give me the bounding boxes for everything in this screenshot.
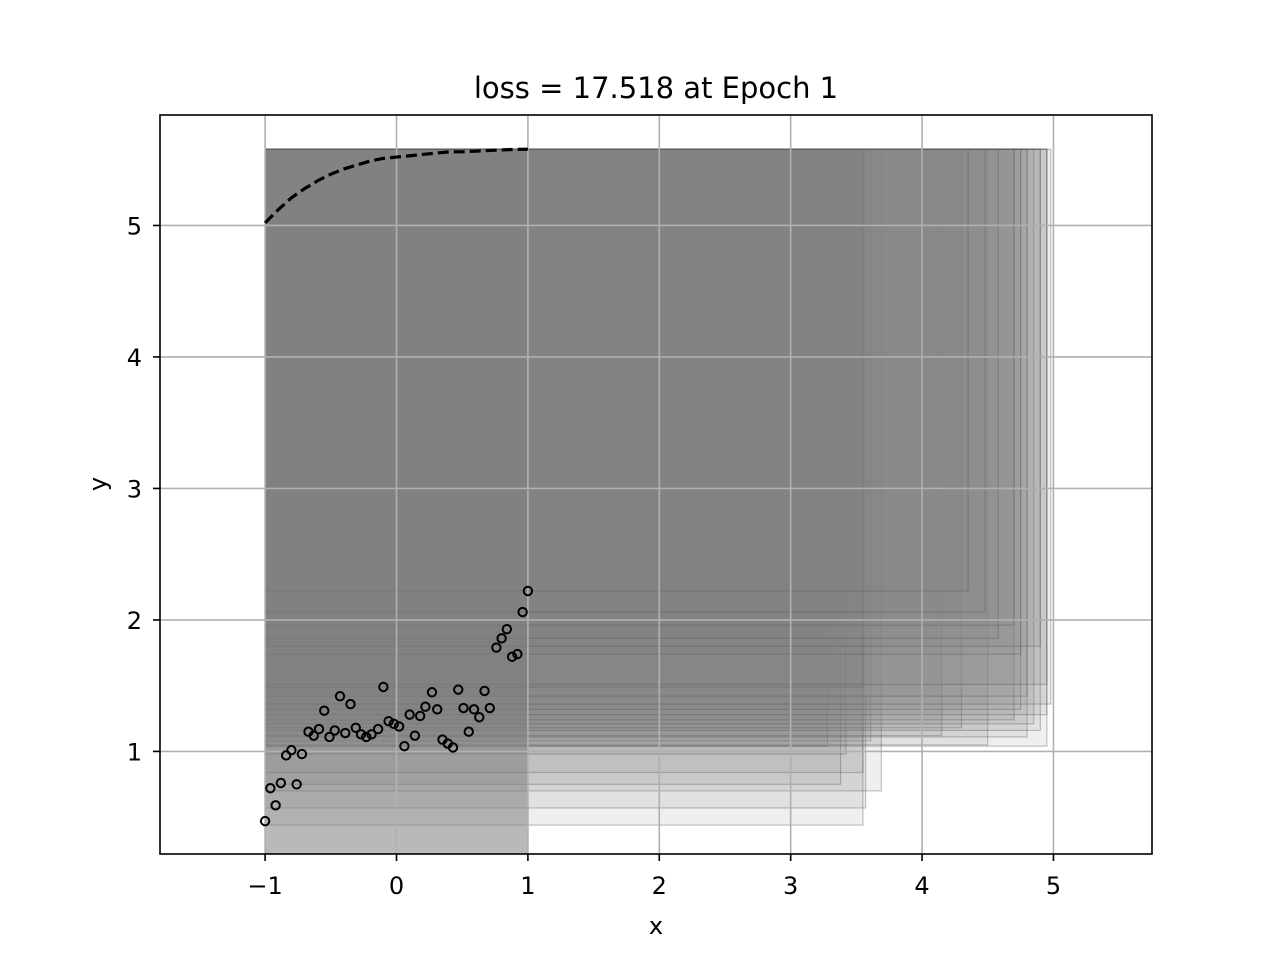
chart-title: loss = 17.518 at Epoch 1	[474, 71, 838, 105]
data-point	[324, 731, 335, 743]
data-point	[404, 709, 415, 720]
data-point	[501, 623, 513, 635]
data-point	[399, 740, 410, 752]
data-point	[350, 722, 361, 733]
x-tick-label: 3	[783, 872, 798, 900]
grid-layer	[160, 115, 1152, 854]
data-point	[308, 730, 319, 741]
points-layer	[259, 585, 534, 827]
data-point	[388, 718, 400, 730]
data-point	[393, 721, 405, 732]
data-point	[355, 729, 367, 740]
data-point	[383, 715, 394, 727]
data-point	[286, 744, 297, 756]
data-point	[432, 704, 443, 715]
x-tick-label: 2	[652, 872, 667, 900]
data-point	[270, 800, 281, 811]
data-point	[491, 642, 502, 653]
data-point	[453, 684, 464, 695]
x-tick-label: 4	[914, 872, 929, 900]
data-point	[420, 701, 431, 712]
data-point	[319, 705, 330, 716]
data-point	[313, 723, 325, 735]
data-point	[506, 651, 518, 662]
data-point	[334, 691, 346, 702]
plot-area	[160, 115, 1152, 854]
curve-layer	[263, 147, 528, 224]
y-tick-label: 1	[127, 738, 142, 766]
data-point	[517, 606, 528, 618]
x-tick-label: 5	[1046, 872, 1061, 900]
data-point	[280, 750, 292, 761]
data-point	[468, 704, 480, 715]
data-point	[366, 729, 377, 740]
data-point	[496, 633, 507, 644]
data-point	[414, 710, 426, 722]
y-tick-label: 4	[127, 344, 142, 372]
y-tick-label: 5	[127, 212, 142, 240]
data-point	[512, 648, 523, 660]
plot-frame	[159, 114, 1153, 855]
data-point	[463, 726, 474, 737]
data-point	[484, 702, 495, 714]
prediction-curve	[263, 147, 528, 224]
data-point	[296, 748, 308, 760]
data-point	[265, 783, 276, 794]
data-point	[372, 723, 384, 735]
data-point	[291, 779, 302, 790]
y-tick-label: 3	[127, 475, 142, 503]
y-tick-label: 2	[127, 607, 142, 635]
y-axis-label: y	[84, 477, 112, 491]
data-point	[409, 730, 421, 741]
x-tick-label: −1	[247, 872, 282, 900]
x-axis-label: x	[649, 912, 663, 940]
data-point	[378, 681, 389, 693]
ticks-layer: −1 0 1 2 3 4 5 1 2 3 4 5	[127, 212, 1061, 900]
data-point	[474, 712, 485, 723]
data-point	[479, 685, 490, 697]
data-point	[345, 698, 356, 710]
data-point	[259, 815, 271, 827]
data-point	[522, 585, 534, 597]
data-point	[340, 727, 351, 739]
data-point	[458, 702, 469, 714]
x-tick-label: 0	[389, 872, 404, 900]
data-point	[329, 725, 340, 736]
data-point	[447, 742, 459, 753]
data-point	[275, 777, 287, 789]
data-point	[426, 687, 438, 698]
data-point	[361, 731, 372, 743]
x-tick-label: 1	[520, 872, 535, 900]
